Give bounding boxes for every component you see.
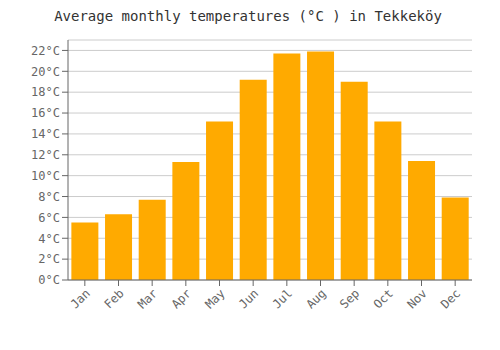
svg-text:Nov: Nov xyxy=(404,286,429,311)
svg-text:10°C: 10°C xyxy=(31,169,60,183)
svg-text:16°C: 16°C xyxy=(31,106,60,120)
svg-text:2°C: 2°C xyxy=(38,252,60,266)
svg-text:4°C: 4°C xyxy=(38,232,60,246)
svg-text:0°C: 0°C xyxy=(38,273,60,287)
svg-text:Sep: Sep xyxy=(337,286,362,311)
svg-text:Aug: Aug xyxy=(303,286,328,311)
svg-text:22°C: 22°C xyxy=(31,44,60,58)
svg-text:Oct: Oct xyxy=(371,286,396,311)
svg-text:Dec: Dec xyxy=(438,286,463,311)
svg-text:8°C: 8°C xyxy=(38,190,60,204)
svg-text:Jul: Jul xyxy=(270,286,295,311)
svg-text:Jan: Jan xyxy=(68,286,93,311)
svg-text:May: May xyxy=(202,286,227,311)
svg-text:20°C: 20°C xyxy=(31,65,60,79)
svg-text:12°C: 12°C xyxy=(31,148,60,162)
svg-text:Jun: Jun xyxy=(236,286,261,311)
svg-text:6°C: 6°C xyxy=(38,211,60,225)
html-text:Average monthly temperatures (: Average monthly temperatures (°C ) in Te… xyxy=(54,8,442,24)
svg-text:Feb: Feb xyxy=(101,286,126,311)
svg-text:Apr: Apr xyxy=(169,286,194,311)
svg-text:Mar: Mar xyxy=(135,286,160,311)
svg-text:14°C: 14°C xyxy=(31,127,60,141)
svg-text:18°C: 18°C xyxy=(31,85,60,99)
